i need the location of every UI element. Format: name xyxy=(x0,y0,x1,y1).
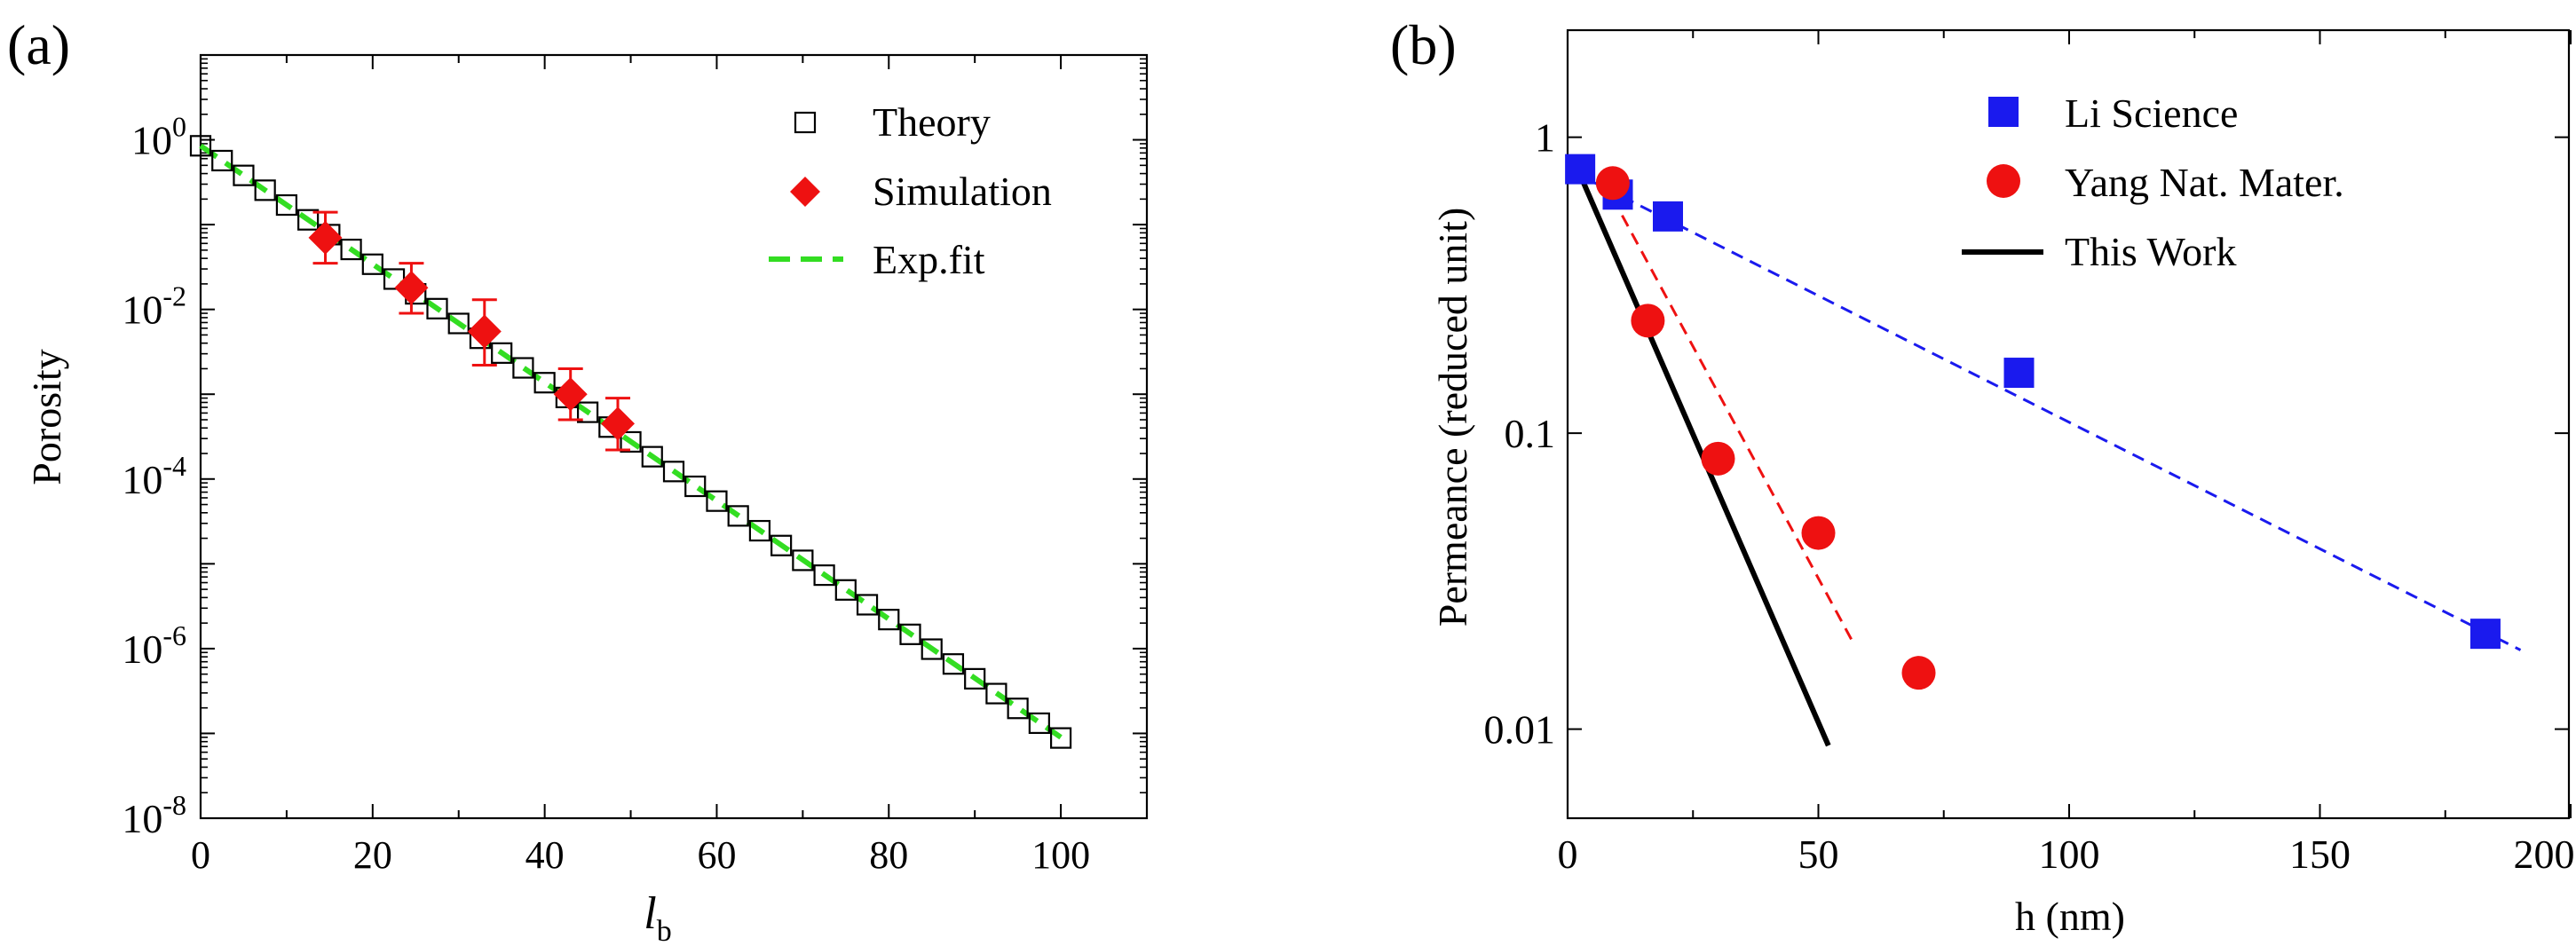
a-simulation-point xyxy=(467,314,502,349)
a-theory-point xyxy=(189,135,212,157)
b-yang-point xyxy=(1631,304,1665,338)
a-theory-point xyxy=(340,238,362,261)
b-plot-frame xyxy=(1566,28,2571,820)
legend-simulation-label: Simulation xyxy=(873,169,1052,214)
a-theory-point xyxy=(792,549,814,572)
legend-yang-label: Yang Nat. Mater. xyxy=(2065,160,2344,205)
a-y-tick-label: 10-4 xyxy=(122,450,186,502)
a-x-axis-label-sub: b xyxy=(657,915,672,946)
b-y-tick-label: 0.01 xyxy=(1484,707,1556,753)
a-plot-frame xyxy=(199,53,1149,820)
legend-yang-marker xyxy=(1987,164,2020,198)
a-theory-point xyxy=(684,475,707,498)
a-theory-point xyxy=(254,179,276,201)
b-li-fit-line xyxy=(1567,168,2522,651)
a-theory-point xyxy=(233,164,255,186)
a-y-tick-label: 10-8 xyxy=(122,789,186,841)
legend-this-work-label: This Work xyxy=(2065,229,2237,274)
b-y-axis-label: Permeance (reduced unit) xyxy=(1430,208,1475,627)
b-x-tick-label: 0 xyxy=(1558,832,1578,877)
b-li-science-point xyxy=(2469,619,2501,650)
b-y-tick-label: 0.1 xyxy=(1505,411,1556,456)
a-theory-point xyxy=(491,342,513,364)
a-x-tick-label: 0 xyxy=(191,833,210,877)
b-x-tick-label: 150 xyxy=(2289,832,2351,877)
a-theory-point xyxy=(985,682,1007,705)
a-x-tick-label: 60 xyxy=(697,833,736,877)
a-theory-point xyxy=(706,490,728,512)
a-legend: Theory Simulation Exp.fit xyxy=(769,99,1052,282)
a-theory-point xyxy=(620,430,642,453)
a-theory-point xyxy=(662,461,685,483)
a-x-axis-label: lb xyxy=(644,888,671,946)
b-y-tick-label: 1 xyxy=(1535,115,1555,161)
b-yang-point xyxy=(1901,656,1936,690)
a-theory-point xyxy=(1028,712,1050,735)
b-yang-point xyxy=(1595,166,1630,201)
legend-expfit-label: Exp.fit xyxy=(873,237,985,282)
a-y-tick-label: 10-2 xyxy=(122,280,186,333)
b-x-tick-label: 50 xyxy=(1798,832,1839,877)
a-theory-point xyxy=(964,667,986,690)
b-legend: Li Science Yang Nat. Mater. This Work xyxy=(1962,91,2344,274)
a-theory-point xyxy=(361,253,383,275)
b-yang-point xyxy=(1701,441,1735,476)
panel-a-label: (a) xyxy=(7,13,70,76)
a-theory-point xyxy=(512,357,534,379)
b-li-science-point xyxy=(1653,201,1683,232)
b-yang-fit-line xyxy=(1601,178,1855,644)
a-theory-point xyxy=(447,312,470,335)
a-simulation-point xyxy=(601,406,636,441)
a-theory-point xyxy=(533,372,556,394)
a-theory-point xyxy=(748,519,771,542)
b-li-science-point xyxy=(2003,358,2035,389)
panel-b-label: (b) xyxy=(1390,13,1457,76)
a-theory-point xyxy=(813,564,835,587)
a-y-axis-label: Porosity xyxy=(24,349,69,485)
legend-simulation-marker xyxy=(790,177,820,207)
b-yang-point xyxy=(1801,516,1836,550)
a-theory-point xyxy=(1007,698,1029,720)
a-x-tick-label: 40 xyxy=(525,833,565,877)
b-li-science-point xyxy=(1565,154,1596,185)
panel-a: (a) 0 20 40 60 80 100 100 10-2 10-4 10-6 10-8 Poro… xyxy=(7,13,1149,946)
b-x-axis-label: h (nm) xyxy=(2015,894,2125,939)
a-x-tick-label: 20 xyxy=(353,833,392,877)
legend-li-science-marker xyxy=(1988,97,2019,127)
a-x-tick-label: 80 xyxy=(869,833,908,877)
a-simulation-point xyxy=(553,377,588,412)
b-x-tick-label: 200 xyxy=(2514,832,2575,877)
a-theory-point xyxy=(211,149,233,172)
a-theory-point xyxy=(727,505,749,527)
a-y-tick-label: 100 xyxy=(131,111,186,163)
a-simulation-point xyxy=(308,220,343,255)
a-x-tick-label: 100 xyxy=(1031,833,1090,877)
a-theory-point xyxy=(641,445,663,468)
panel-b: (b) 0 50 100 150 200 1 0.1 0.01 Permeance (redu… xyxy=(1390,13,2575,939)
b-x-tick-label: 100 xyxy=(2039,832,2100,877)
a-theory-point xyxy=(275,193,298,217)
a-theory-point xyxy=(426,297,448,319)
legend-theory-marker xyxy=(794,111,817,134)
a-y-tick-label: 10-6 xyxy=(122,619,186,672)
a-theory-point xyxy=(878,609,900,631)
legend-theory-label: Theory xyxy=(873,99,991,145)
a-x-axis-label-main: l xyxy=(644,888,656,939)
legend-li-science-label: Li Science xyxy=(2065,91,2238,136)
a-theory-point xyxy=(856,594,879,616)
a-theory-point xyxy=(834,579,857,601)
a-theory-point xyxy=(899,623,921,645)
a-theory-point xyxy=(297,209,320,231)
a-theory-point xyxy=(770,534,793,556)
a-simulation-point xyxy=(394,271,429,305)
a-theory-point xyxy=(576,401,599,423)
a-theory-point xyxy=(1049,727,1072,749)
a-expfit-line xyxy=(199,143,1063,740)
a-theory-point xyxy=(942,653,965,675)
a-theory-point xyxy=(921,638,943,660)
